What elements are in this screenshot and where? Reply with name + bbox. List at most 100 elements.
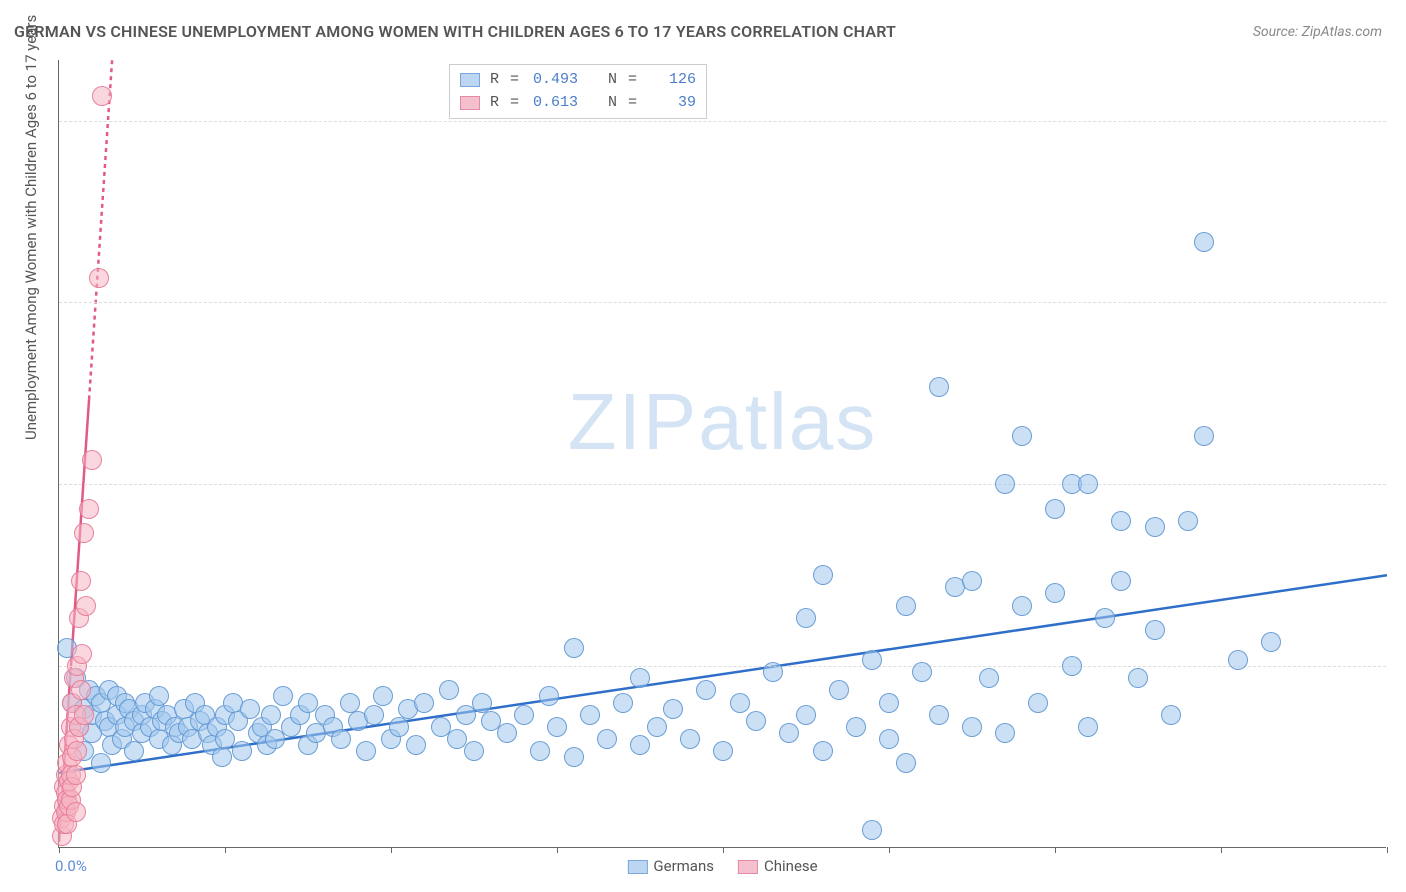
data-point-germans [1045,583,1065,603]
data-point-germans [879,729,899,749]
x-tick [889,847,890,853]
data-point-germans [514,705,534,725]
data-point-germans [647,717,667,737]
data-point-germans [1261,632,1281,652]
chart-title: GERMAN VS CHINESE UNEMPLOYMENT AMONG WOM… [14,22,896,41]
data-point-chinese [74,523,94,543]
data-point-germans [1012,426,1032,446]
data-point-germans [414,693,434,713]
source-attribution: Source: ZipAtlas.com [1253,24,1382,40]
watermark: ZIPatlas [568,376,877,468]
data-point-germans [663,699,683,719]
data-point-chinese [67,741,87,761]
data-point-germans [680,729,700,749]
data-point-germans [696,680,716,700]
data-point-germans [439,680,459,700]
correlation-legend: R = 0.493 N = 126 R = 0.613 N = 39 [449,64,707,119]
data-point-germans [149,686,169,706]
legend-n-value-chinese: 39 [648,92,696,115]
data-point-germans [796,608,816,628]
data-point-germans [1012,596,1032,616]
gridline [59,666,1386,667]
data-point-germans [1194,232,1214,252]
plot-area: ZIPatlas R = 0.493 N = 126 R = 0.613 N =… [58,60,1386,848]
data-point-chinese [71,680,91,700]
y-tick-label: 60.0% [1392,112,1406,130]
data-point-germans [406,735,426,755]
data-point-germans [530,741,550,761]
data-point-germans [862,820,882,840]
data-point-germans [846,717,866,737]
data-point-germans [979,668,999,688]
data-point-germans [364,705,384,725]
data-point-germans [1145,517,1165,537]
data-point-germans [331,729,351,749]
data-point-germans [261,705,281,725]
data-point-germans [1111,571,1131,591]
series-legend: Germans Chinese [627,857,817,875]
legend-r-value-chinese: 0.613 [530,92,578,115]
data-point-chinese [82,450,102,470]
data-point-germans [746,711,766,731]
data-point-germans [212,747,232,767]
data-point-germans [597,729,617,749]
data-point-chinese [92,86,112,106]
data-point-germans [779,723,799,743]
legend-n-label: N = [588,92,638,115]
data-point-germans [995,474,1015,494]
legend-item-germans: Germans [627,857,714,875]
y-axis-title: Unemployment Among Women with Children A… [22,15,40,440]
legend-r-value-germans: 0.493 [530,69,578,92]
x-tick [59,847,60,853]
data-point-germans [1111,511,1131,531]
legend-swatch-chinese [460,96,480,110]
data-point-germans [240,699,260,719]
x-tick [1387,847,1388,853]
data-point-germans [580,705,600,725]
data-point-germans [1062,656,1082,676]
x-tick [557,847,558,853]
data-point-germans [564,747,584,767]
legend-label: Germans [653,857,714,875]
x-tick [1055,847,1056,853]
data-point-germans [232,741,252,761]
data-point-germans [373,686,393,706]
data-point-germans [829,680,849,700]
x-tick [1221,847,1222,853]
data-point-chinese [72,644,92,664]
data-point-germans [1178,511,1198,531]
data-point-germans [265,729,285,749]
data-point-germans [1095,608,1115,628]
x-axis-min-label: 0.0% [55,857,87,875]
data-point-germans [539,686,559,706]
legend-item-chinese: Chinese [738,857,818,875]
data-point-chinese [66,765,86,785]
data-point-germans [630,668,650,688]
data-point-germans [456,705,476,725]
x-tick [225,847,226,853]
data-point-chinese [71,571,91,591]
data-point-germans [547,717,567,737]
data-point-germans [995,723,1015,743]
data-point-germans [124,741,144,761]
legend-swatch-icon [627,860,647,874]
y-tick-label: 30.0% [1392,475,1406,493]
legend-swatch-icon [738,860,758,874]
data-point-germans [896,753,916,773]
data-point-germans [713,741,733,761]
data-point-germans [1228,650,1248,670]
data-point-germans [730,693,750,713]
legend-r-label: R = [490,69,520,92]
watermark-bold: ZIP [568,377,698,466]
data-point-chinese [79,499,99,519]
data-point-germans [912,662,932,682]
data-point-chinese [66,802,86,822]
data-point-germans [564,638,584,658]
legend-r-label: R = [490,92,520,115]
data-point-germans [796,705,816,725]
data-point-chinese [89,268,109,288]
y-tick-label: 15.0% [1392,657,1406,675]
data-point-germans [1145,620,1165,640]
data-point-germans [1128,668,1148,688]
data-point-germans [464,741,484,761]
